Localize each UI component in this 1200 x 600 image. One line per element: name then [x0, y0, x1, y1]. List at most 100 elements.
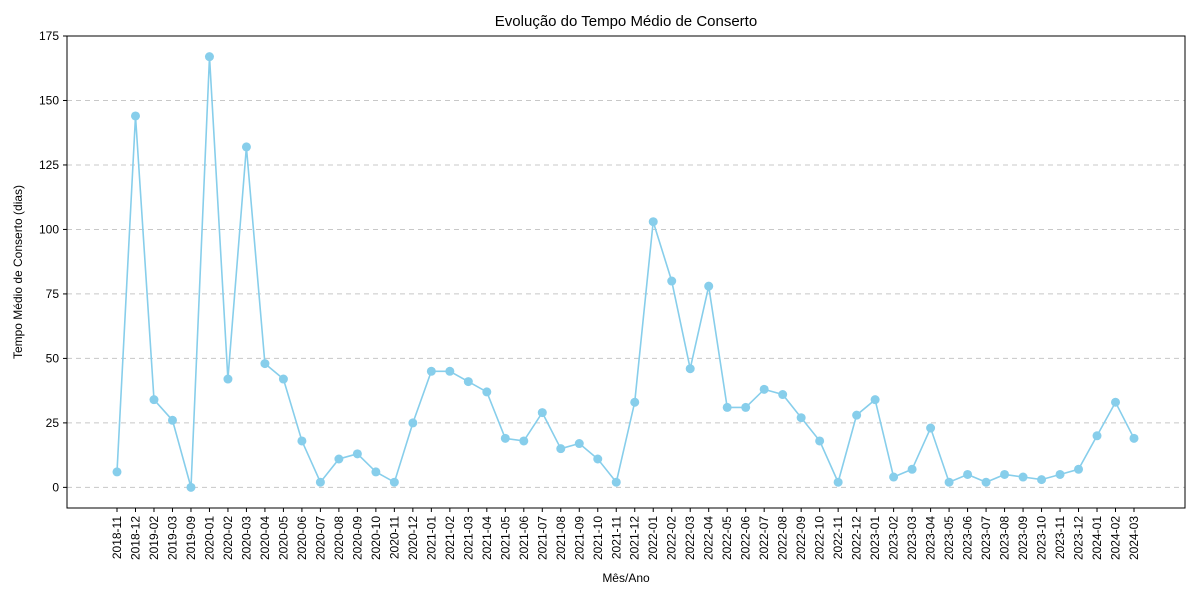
data-point	[149, 395, 159, 405]
data-point	[408, 418, 418, 428]
y-tick-label: 175	[39, 29, 59, 43]
data-point	[1129, 433, 1139, 443]
x-tick-label: 2020-03	[239, 516, 253, 560]
data-point	[833, 477, 843, 487]
data-point	[445, 366, 455, 376]
y-axis-ticks: 0 25 50 75 100 125 150 175	[39, 29, 67, 494]
y-tick-label: 150	[39, 93, 59, 107]
x-tick-label: 2022-04	[702, 516, 716, 560]
data-point	[1018, 472, 1028, 482]
data-point	[722, 402, 732, 412]
x-tick-label: 2021-11	[609, 516, 623, 559]
x-tick-label: 2022-12	[850, 516, 864, 560]
x-tick-label: 2021-07	[535, 516, 549, 560]
data-point	[186, 482, 196, 492]
x-tick-label: 2023-12	[1072, 516, 1086, 560]
y-tick-label: 0	[52, 480, 59, 494]
data-point	[907, 464, 917, 474]
data-point	[537, 408, 547, 418]
x-tick-label: 2022-10	[813, 516, 827, 560]
x-tick-label: 2023-11	[1053, 516, 1067, 559]
grid-lines	[67, 35, 1185, 488]
x-tick-label: 2023-07	[979, 516, 993, 560]
data-point	[852, 410, 862, 420]
data-point	[741, 402, 751, 412]
y-axis-label: Tempo Médio de Conserto (dias)	[11, 185, 25, 359]
x-tick-label: 2020-02	[221, 516, 235, 560]
x-tick-label: 2019-02	[147, 516, 161, 560]
data-point	[759, 384, 769, 394]
data-point	[944, 477, 954, 487]
x-tick-label: 2019-03	[165, 516, 179, 560]
x-tick-label: 2023-05	[942, 516, 956, 560]
x-tick-label: 2023-01	[868, 516, 882, 560]
data-point	[1037, 475, 1047, 485]
data-point	[1074, 464, 1084, 474]
plot-frame	[66, 35, 1186, 509]
data-point	[648, 217, 658, 227]
data-point	[519, 436, 529, 446]
data-point	[685, 364, 695, 374]
chart-title: Evolução do Tempo Médio de Conserto	[495, 13, 757, 30]
data-point	[315, 477, 325, 487]
data-point	[130, 111, 140, 121]
data-point	[500, 433, 510, 443]
data-point	[556, 444, 566, 454]
x-tick-label: 2023-08	[998, 516, 1012, 560]
x-tick-label: 2019-09	[184, 516, 198, 560]
data-point	[223, 374, 233, 384]
x-tick-label: 2021-10	[591, 516, 605, 560]
x-tick-label: 2021-02	[443, 516, 457, 560]
x-tick-label: 2022-02	[665, 516, 679, 560]
data-point	[889, 472, 899, 482]
data-point	[260, 359, 270, 369]
x-tick-label: 2023-03	[905, 516, 919, 560]
x-tick-label: 2018-11	[110, 516, 124, 559]
x-tick-label: 2023-10	[1035, 516, 1049, 560]
data-point	[204, 52, 214, 62]
x-tick-label: 2023-09	[1016, 516, 1030, 560]
data-point	[278, 374, 288, 384]
x-tick-label: 2024-02	[1109, 516, 1123, 560]
data-point	[297, 436, 307, 446]
data-point	[167, 415, 177, 425]
x-tick-label: 2022-09	[794, 516, 808, 560]
data-point	[426, 366, 436, 376]
x-tick-label: 2020-08	[332, 516, 346, 560]
data-point	[778, 390, 788, 400]
x-tick-label: 2022-03	[683, 516, 697, 560]
data-point	[334, 454, 344, 464]
x-tick-label: 2020-09	[350, 516, 364, 560]
x-tick-label: 2021-06	[517, 516, 531, 560]
data-point	[112, 467, 122, 477]
data-point	[482, 387, 492, 397]
data-point	[389, 477, 399, 487]
data-point	[981, 477, 991, 487]
data-point	[963, 469, 973, 479]
y-tick-label: 75	[46, 287, 60, 301]
data-point	[593, 454, 603, 464]
x-tick-label: 2022-06	[739, 516, 753, 560]
x-tick-label: 2021-04	[480, 516, 494, 560]
data-point	[796, 413, 806, 423]
x-tick-label: 2021-12	[628, 516, 642, 560]
data-point	[371, 467, 381, 477]
data-point	[630, 397, 640, 407]
x-axis-label: Mês/Ano	[602, 571, 650, 585]
y-tick-label: 50	[46, 351, 60, 365]
data-point	[870, 395, 880, 405]
data-point	[611, 477, 621, 487]
data-point	[926, 423, 936, 433]
y-tick-label: 125	[39, 158, 59, 172]
data-point	[704, 281, 714, 291]
x-tick-label: 2021-05	[498, 516, 512, 560]
x-tick-label: 2022-11	[831, 516, 845, 559]
x-tick-label: 2020-05	[276, 516, 290, 560]
x-tick-label: 2020-12	[406, 516, 420, 560]
x-tick-label: 2020-07	[313, 516, 327, 560]
data-point	[1000, 469, 1010, 479]
data-point	[1055, 469, 1065, 479]
x-tick-label: 2022-01	[646, 516, 660, 560]
data-point	[241, 142, 251, 152]
data-point	[667, 276, 677, 286]
